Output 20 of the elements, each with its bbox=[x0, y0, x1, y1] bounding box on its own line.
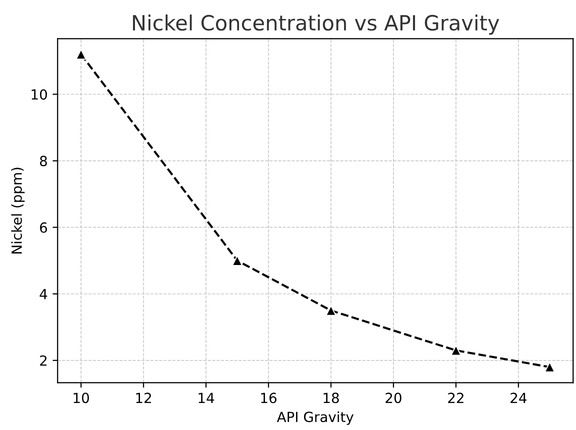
x-tick-label: 20 bbox=[386, 392, 402, 404]
point bbox=[450, 345, 462, 356]
x-tick-label: 18 bbox=[324, 392, 339, 404]
x-tick-label: 12 bbox=[136, 392, 151, 403]
y-tick-label: 6 bbox=[40, 222, 48, 233]
y-axis-title: Nickel (ppm) bbox=[11, 168, 25, 254]
x-tick-label: 10 bbox=[74, 392, 89, 404]
chart-title: Nickel Concentration vs API Gravity bbox=[132, 14, 500, 35]
y-tick-label: 10 bbox=[32, 89, 47, 100]
point bbox=[76, 48, 86, 60]
x-tick-label: 22 bbox=[448, 392, 464, 403]
y-tick-label: 8 bbox=[40, 156, 47, 166]
point bbox=[544, 362, 556, 372]
x-tick-label: 16 bbox=[261, 392, 276, 404]
point bbox=[326, 305, 336, 316]
x-axis-title: API Gravity bbox=[276, 411, 354, 425]
y-tick-label: 4 bbox=[40, 289, 48, 300]
y-tick-label: 2 bbox=[40, 355, 46, 366]
x-tick-label: 24 bbox=[510, 392, 526, 403]
x-tick-label: 14 bbox=[198, 392, 214, 403]
